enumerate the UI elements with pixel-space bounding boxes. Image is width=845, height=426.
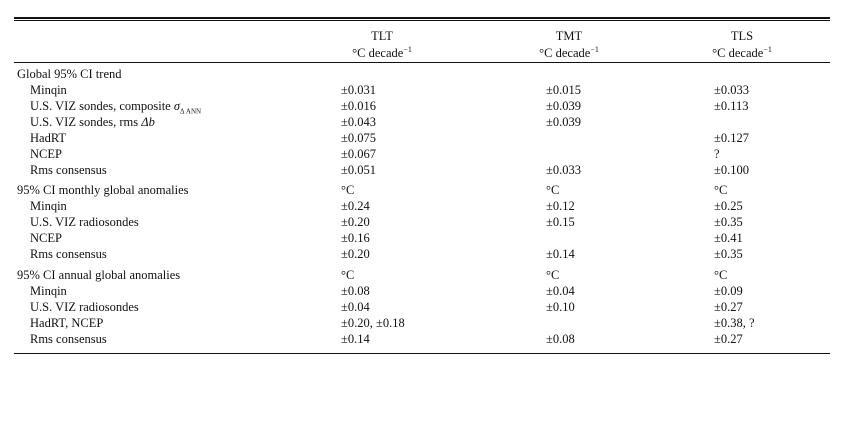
table-row: NCEP ±0.067? [0, 146, 845, 162]
table-row: U.S. VIZ sondes, rms Δb ±0.043 ±0.039 [0, 114, 845, 130]
value-cell-tls: ±0.033 [714, 83, 749, 97]
value-cell-tlt: ±0.24 [341, 199, 370, 213]
table-row: Rms consensus ±0.051 ±0.033 ±0.100 [0, 162, 845, 178]
table-row: Minqin ±0.08 ±0.04 ±0.09 [0, 283, 845, 299]
value-cell-tmt: ±0.12 [546, 199, 575, 213]
unit-cell: °C [714, 268, 728, 282]
value-cell-tls: ±0.41 [714, 231, 743, 245]
row-label: NCEP [30, 147, 62, 161]
row-label: HadRT, NCEP [30, 316, 104, 330]
row-label: Rms consensus [30, 163, 107, 177]
section-header-row: 95% CI annual global anomalies °C °C °C [0, 267, 845, 283]
row-label: U.S. VIZ sondes, rms Δb [30, 115, 155, 129]
column-unit: °C decade−1 [712, 45, 772, 61]
value-cell-tls: ±0.38, ? [714, 316, 755, 330]
row-label: Minqin [30, 83, 67, 97]
value-cell-tls: ±0.127 [714, 131, 749, 145]
row-label: NCEP [30, 231, 62, 245]
section-title: 95% CI annual global anomalies [17, 268, 181, 282]
row-label: HadRT [30, 131, 67, 145]
value-cell-tmt: ±0.039 [546, 99, 581, 113]
column-unit: °C decade−1 [539, 45, 599, 61]
section-title: 95% CI monthly global anomalies [17, 183, 189, 197]
value-cell-tmt: ±0.039 [546, 115, 581, 129]
row-label: Minqin [30, 284, 67, 298]
table-row: Rms consensus ±0.14 ±0.08 ±0.27 [0, 331, 845, 347]
section-header-row: 95% CI monthly global anomalies °C °C °C [0, 182, 845, 198]
unit-cell: °C [341, 268, 355, 282]
table-row: HadRT, NCEP ±0.20, ±0.18 ±0.38, ? [0, 315, 845, 331]
value-cell-tlt: ±0.20, ±0.18 [341, 316, 405, 330]
column-name: TLT [371, 29, 393, 43]
table-row: Minqin ±0.031 ±0.015 ±0.033 [0, 82, 845, 98]
table-row: Minqin ±0.24 ±0.12 ±0.25 [0, 198, 845, 214]
column-header-tmt: TMT °C decade−1 [499, 29, 639, 60]
value-cell-tls: ±0.09 [714, 284, 743, 298]
value-cell-tls: ±0.27 [714, 300, 743, 314]
value-cell-tls: ? [714, 147, 720, 161]
table-row: HadRT ±0.075 ±0.127 [0, 130, 845, 146]
row-label: Minqin [30, 199, 67, 213]
value-cell-tlt: ±0.043 [341, 115, 376, 129]
value-cell-tmt: ±0.10 [546, 300, 575, 314]
section-header-row: Global 95% CI trend [0, 66, 845, 82]
row-label: Rms consensus [30, 332, 107, 346]
unit-cell: °C [546, 268, 560, 282]
table-row: U.S. VIZ sondes, composite σΔ ANN ±0.016 ±… [0, 98, 845, 116]
value-cell-tlt: ±0.031 [341, 83, 376, 97]
table-row: U.S. VIZ radiosondes ±0.04 ±0.10 ±0.27 [0, 299, 845, 315]
value-cell-tls: ±0.35 [714, 215, 743, 229]
value-cell-tmt: ±0.015 [546, 83, 581, 97]
table-row: Rms consensus ±0.20 ±0.14 ±0.35 [0, 246, 845, 262]
value-cell-tlt: ±0.20 [341, 215, 370, 229]
column-header-tlt: TLT °C decade−1 [312, 29, 452, 60]
bottom-rule [14, 353, 830, 354]
unit-cell: °C [714, 183, 728, 197]
section-title: Global 95% CI trend [17, 67, 122, 81]
unit-cell: °C [341, 183, 355, 197]
value-cell-tlt: ±0.20 [341, 247, 370, 261]
value-cell-tlt: ±0.051 [341, 163, 376, 177]
value-cell-tls: ±0.35 [714, 247, 743, 261]
value-cell-tmt: ±0.033 [546, 163, 581, 177]
value-cell-tmt: ±0.08 [546, 332, 575, 346]
column-header-tls: TLS °C decade−1 [672, 29, 812, 60]
header-rule [14, 62, 830, 63]
row-label: U.S. VIZ sondes, composite σΔ ANN [30, 99, 202, 116]
row-label: Rms consensus [30, 247, 107, 261]
value-cell-tlt: ±0.067 [341, 147, 376, 161]
value-cell-tmt: ±0.15 [546, 215, 575, 229]
column-unit: °C decade−1 [352, 45, 412, 61]
column-name: TLS [730, 29, 754, 43]
value-cell-tls: ±0.27 [714, 332, 743, 346]
top-rule-inner [14, 20, 830, 21]
unit-cell: °C [546, 183, 560, 197]
column-name: TMT [555, 29, 583, 43]
value-cell-tlt: ±0.16 [341, 231, 370, 245]
value-cell-tlt: ±0.08 [341, 284, 370, 298]
table-row: U.S. VIZ radiosondes ±0.20 ±0.15 ±0.35 [0, 214, 845, 230]
table-row: NCEP ±0.16 ±0.41 [0, 230, 845, 246]
value-cell-tls: ±0.113 [714, 99, 749, 113]
value-cell-tlt: ±0.016 [341, 99, 376, 113]
value-cell-tlt: ±0.075 [341, 131, 376, 145]
value-cell-tmt: ±0.04 [546, 284, 575, 298]
value-cell-tls: ±0.25 [714, 199, 743, 213]
row-label: U.S. VIZ radiosondes [30, 300, 139, 314]
value-cell-tmt: ±0.14 [546, 247, 575, 261]
value-cell-tlt: ±0.04 [341, 300, 370, 314]
value-cell-tlt: ±0.14 [341, 332, 370, 346]
top-rule [14, 17, 830, 19]
value-cell-tls: ±0.100 [714, 163, 749, 177]
row-label: U.S. VIZ radiosondes [30, 215, 139, 229]
